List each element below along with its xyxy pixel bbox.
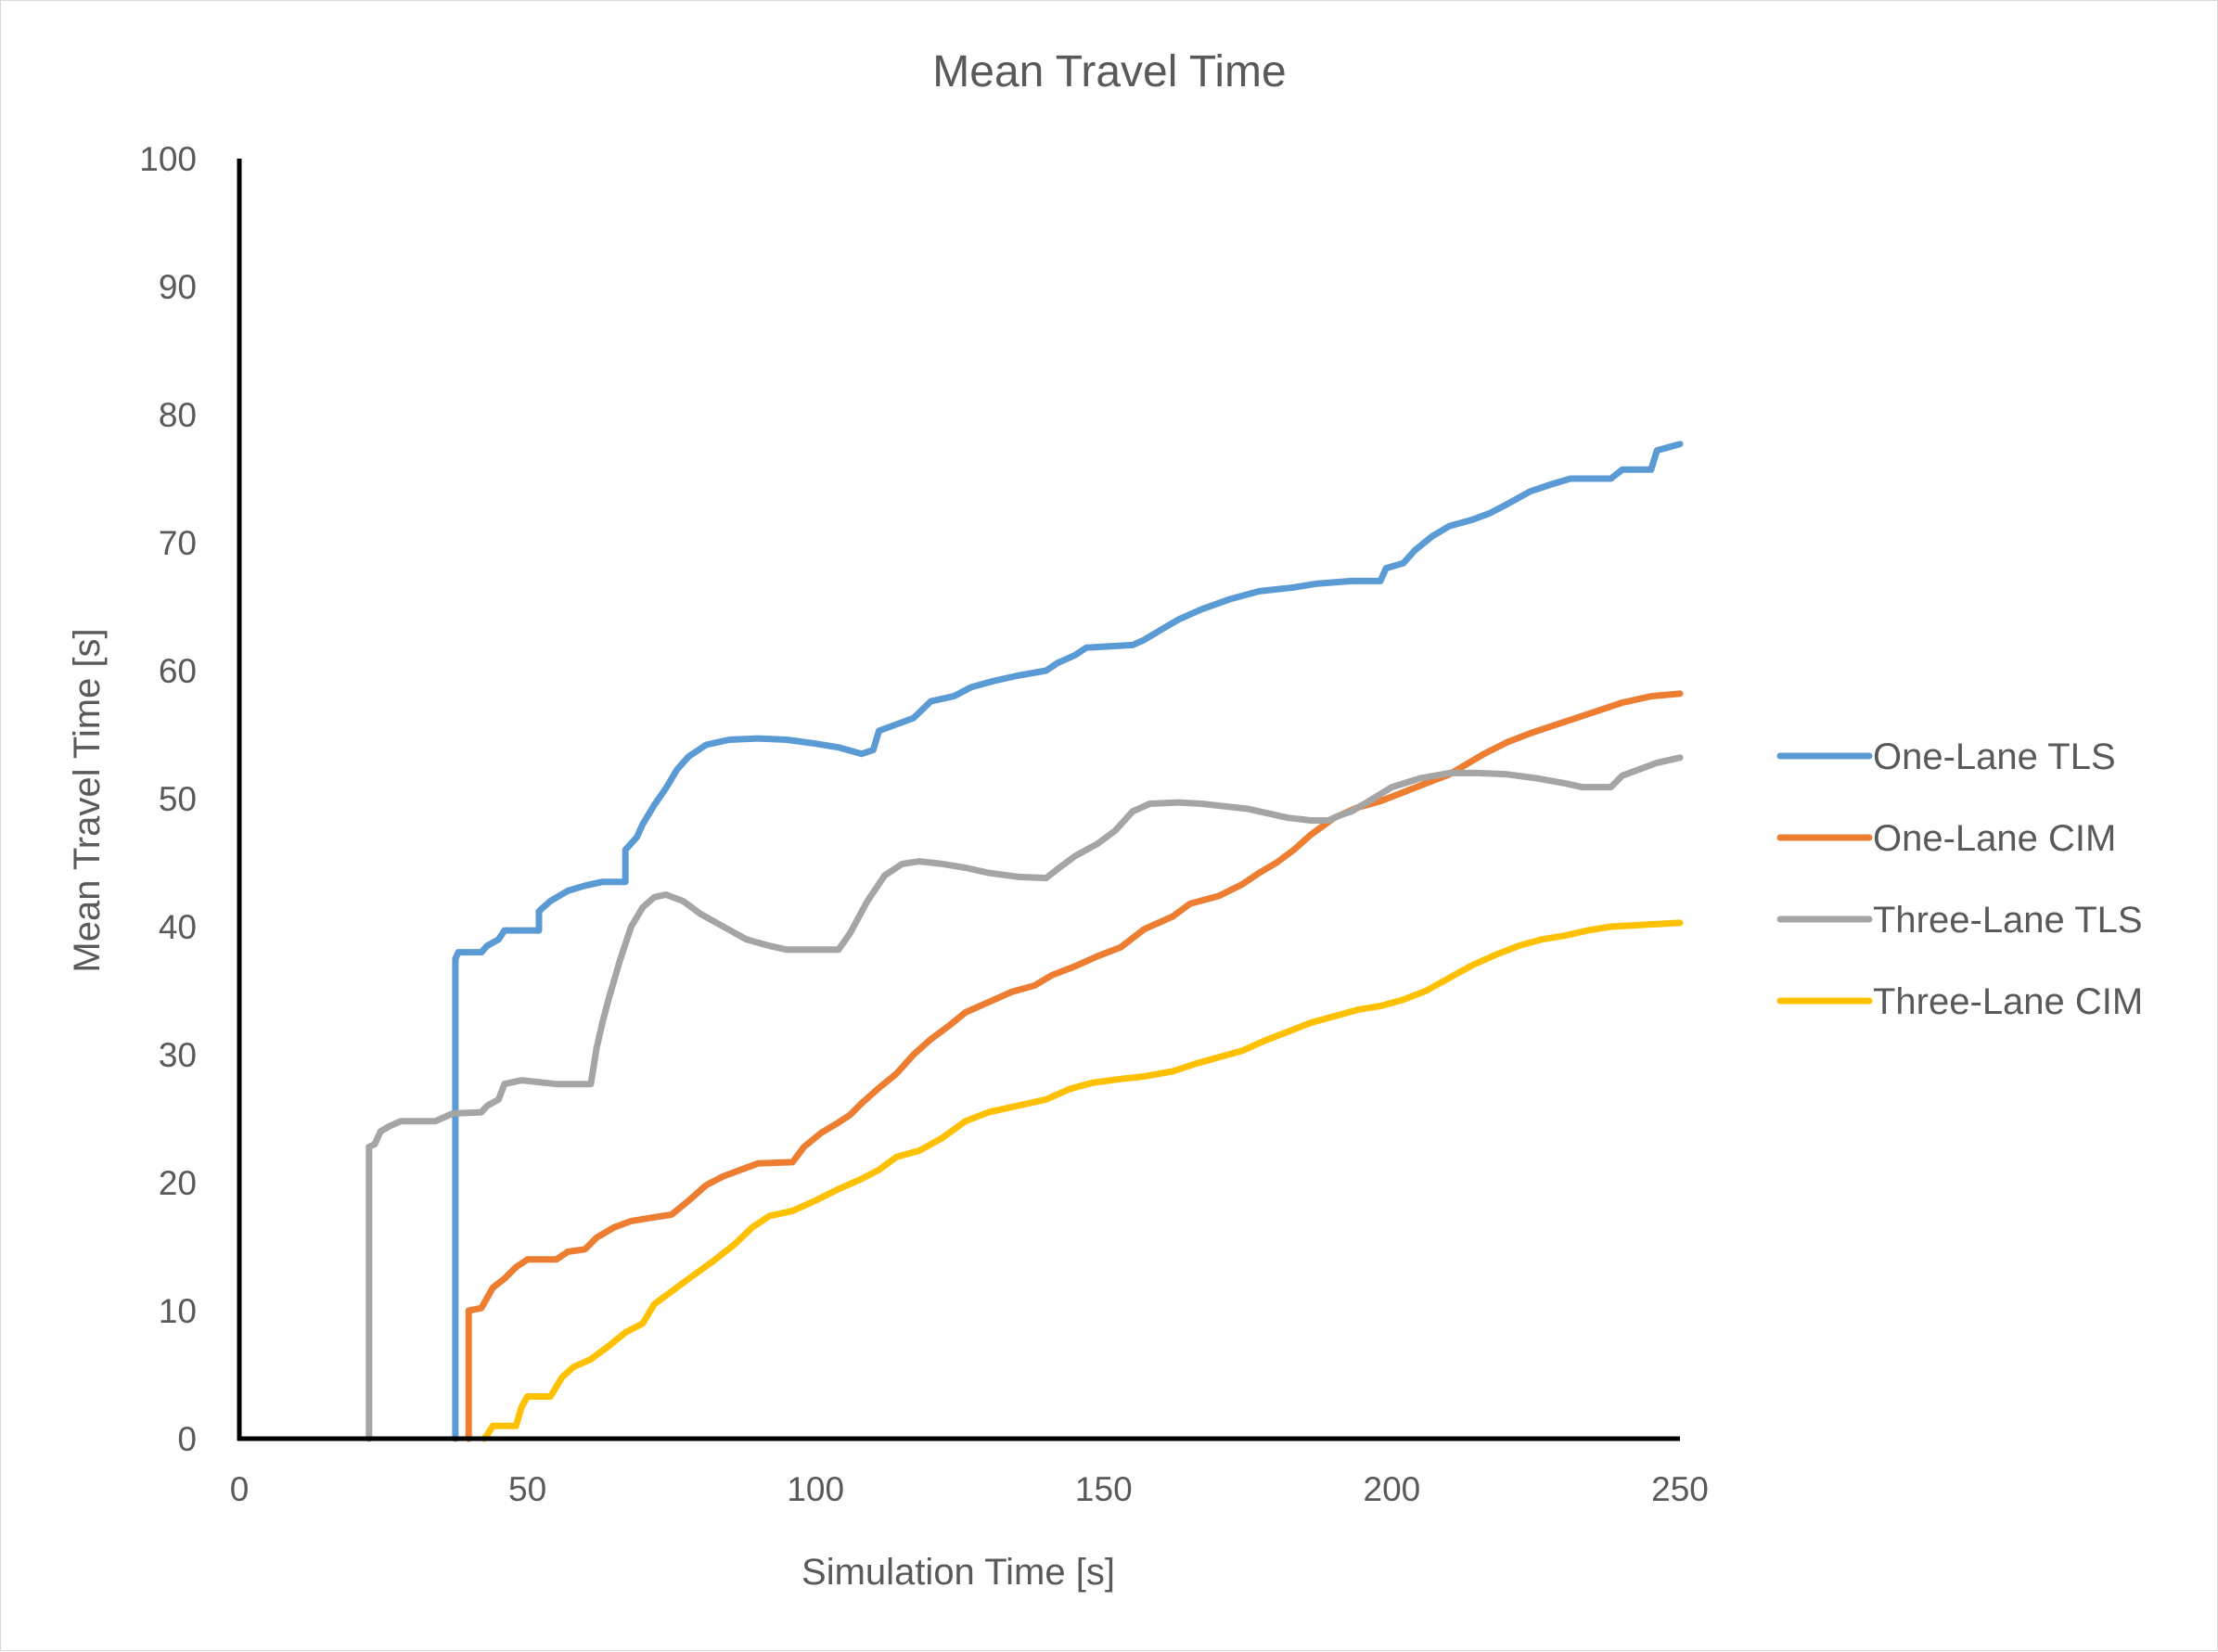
x-tick-label: 0 <box>230 1470 250 1508</box>
y-tick-label: 0 <box>177 1420 197 1458</box>
y-tick-label: 100 <box>139 140 197 178</box>
y-tick-label: 30 <box>159 1036 197 1074</box>
y-tick-label: 10 <box>159 1292 197 1330</box>
legend-label: One-Lane CIM <box>1873 818 2116 859</box>
y-tick-label: 40 <box>159 908 197 946</box>
x-tick-label: 50 <box>508 1470 546 1508</box>
y-tick-label: 50 <box>159 780 197 818</box>
series-line-2 <box>465 690 1684 1442</box>
x-axis-title: Simulation Time [s] <box>801 1552 1115 1593</box>
x-tick-label: 250 <box>1651 1470 1709 1508</box>
legend: One-Lane TLS One-Lane CIM Three-Lane TLS Th… <box>1776 736 2143 1022</box>
series-line-4 <box>481 919 1684 1442</box>
series-line-1 <box>452 441 1684 1442</box>
y-tick-label: 90 <box>159 268 197 306</box>
y-tick-label: 80 <box>159 396 197 434</box>
x-tick-label: 150 <box>1075 1470 1133 1508</box>
y-tick-labels: 0 10 20 30 40 50 60 70 80 90 100 <box>139 140 197 1458</box>
x-tick-labels: 0 50 100 150 200 250 <box>230 1470 1709 1508</box>
legend-label: Three-Lane TLS <box>1873 900 2143 941</box>
legend-label: Three-Lane CIM <box>1873 981 2143 1022</box>
x-tick-label: 100 <box>787 1470 844 1508</box>
axes-layer <box>237 159 1680 1441</box>
y-axis-title: Mean Travel Time [s] <box>67 628 108 972</box>
chart-title: Mean Travel Time <box>932 47 1286 96</box>
x-tick-label: 200 <box>1364 1470 1421 1508</box>
series-line-3 <box>365 754 1684 1442</box>
y-tick-label: 70 <box>159 524 197 562</box>
y-tick-label: 20 <box>159 1164 197 1202</box>
series-layer <box>365 441 1684 1442</box>
y-tick-label: 60 <box>159 652 197 690</box>
legend-label: One-Lane TLS <box>1873 736 2116 777</box>
